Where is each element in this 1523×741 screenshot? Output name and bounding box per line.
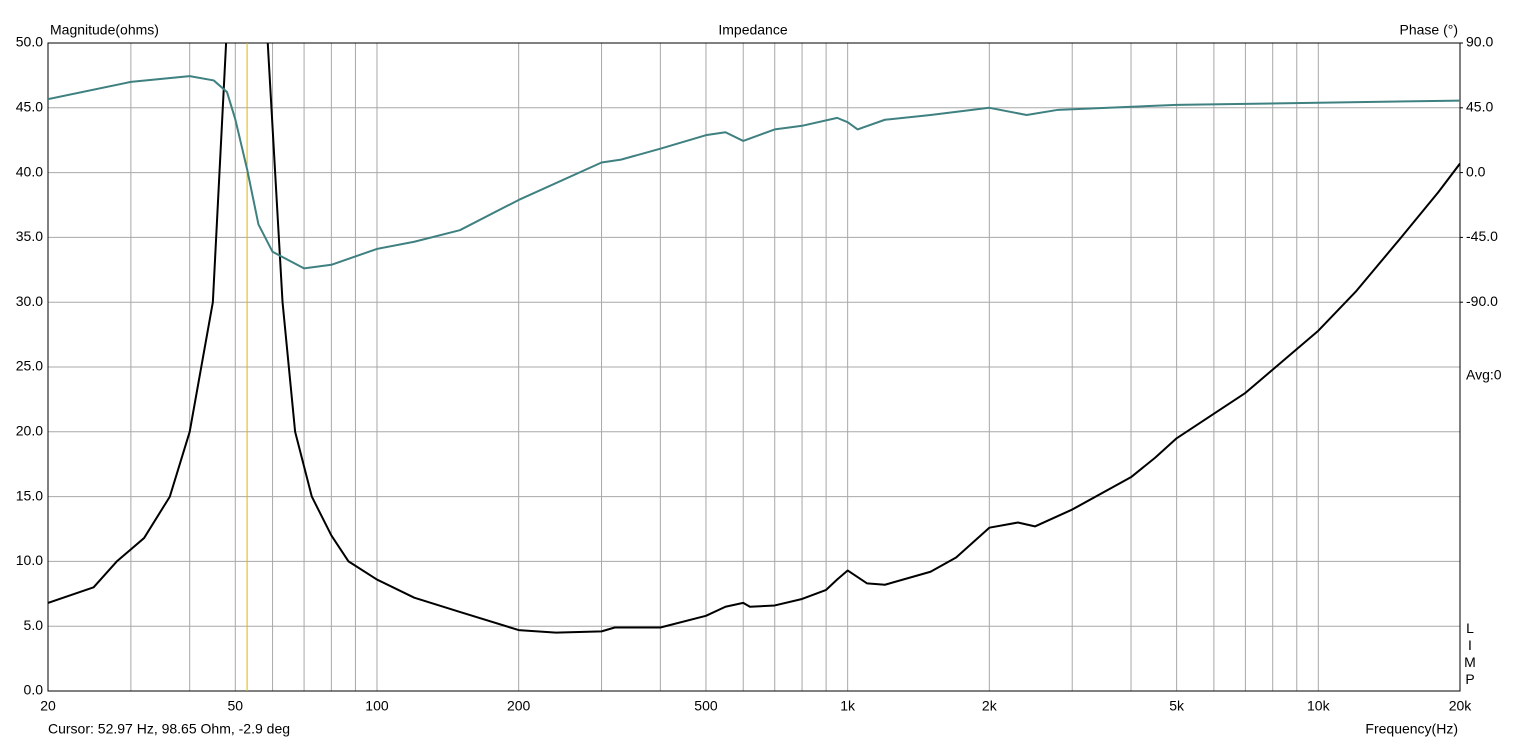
y-tick-label: 30.0 <box>16 293 43 309</box>
y-tick-label: 45.0 <box>16 99 43 115</box>
y-tick-label: 20.0 <box>16 423 43 439</box>
x-axis-label: Frequency(Hz) <box>1365 721 1458 737</box>
series-line <box>48 43 1460 634</box>
y2-tick-label: 0.0 <box>1466 163 1486 179</box>
y2-tick-label: -45.0 <box>1466 228 1498 244</box>
y2-tick-label: -90.0 <box>1466 293 1498 309</box>
x-tick-label: 20 <box>40 698 56 714</box>
y-tick-label: 50.0 <box>16 34 43 50</box>
x-tick-label: 5k <box>1169 698 1185 714</box>
y2-axis-label: Phase (°) <box>1399 22 1458 38</box>
plot-frame <box>47 42 1461 692</box>
y2-tick-label: 45.0 <box>1466 99 1493 115</box>
x-tick-label: 1k <box>840 698 856 714</box>
chart-title: Impedance <box>718 22 787 38</box>
y-tick-label: 25.0 <box>16 358 43 374</box>
x-tick-label: 100 <box>365 698 389 714</box>
plot-lines <box>48 43 1460 691</box>
x-tick-label: 10k <box>1307 698 1331 714</box>
x-tick-label: 50 <box>228 698 244 714</box>
side-label: LIMP <box>1462 620 1478 688</box>
x-tick-label: 20k <box>1449 698 1473 714</box>
x-tick-label: 500 <box>694 698 718 714</box>
x-tick-label: 2k <box>982 698 998 714</box>
y2-tick-label: 90.0 <box>1466 34 1493 50</box>
x-tick-label: 200 <box>507 698 531 714</box>
y-tick-label: 10.0 <box>16 552 43 568</box>
y-axis-label: Magnitude(ohms) <box>50 22 159 38</box>
y-tick-label: 35.0 <box>16 228 43 244</box>
avg-label: Avg:0 <box>1466 367 1502 383</box>
cursor-readout: Cursor: 52.97 Hz, 98.65 Ohm, -2.9 deg <box>48 721 290 737</box>
y-tick-label: 40.0 <box>16 163 43 179</box>
y-tick-label: 15.0 <box>16 487 43 503</box>
y-tick-label: 0.0 <box>24 682 44 698</box>
series-line <box>48 75 1460 270</box>
y-tick-label: 5.0 <box>24 617 44 633</box>
